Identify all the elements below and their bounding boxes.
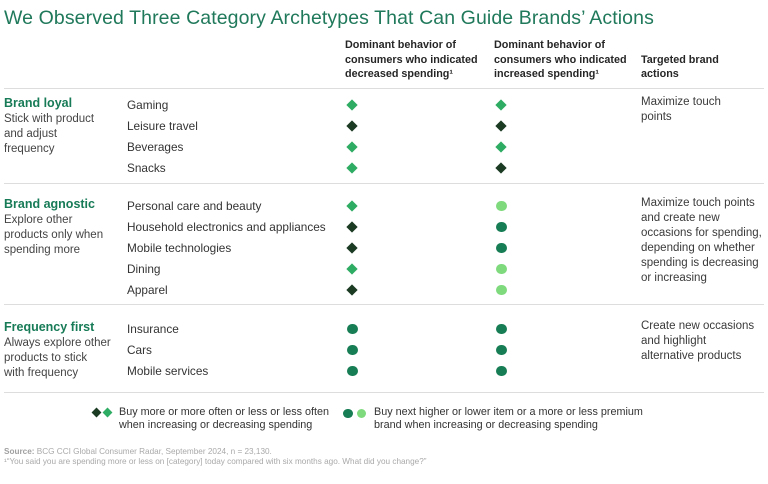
category-list: Personal care and beauty Household elect…	[127, 196, 345, 301]
marker-icon	[496, 344, 507, 356]
category-label: Insurance	[127, 321, 179, 336]
legend-item-diamonds: Buy more or more often or less or less o…	[91, 405, 330, 433]
group-brand-loyal: Brand loyal Stick with product and adjus…	[4, 89, 764, 184]
targeted-action-text: Maximize touch points and create new occ…	[641, 196, 762, 284]
targeted-action-text: Maximize touch points	[641, 95, 721, 123]
group-description: Always explore other products to stick w…	[4, 336, 111, 379]
increased-marker-column	[494, 319, 641, 382]
column-header-increased-spending: Dominant behavior of consumers who indic…	[494, 39, 627, 80]
marker-icon	[346, 263, 358, 275]
category-label: Snacks	[127, 160, 166, 175]
marker-icon	[346, 120, 358, 132]
category-label: Gaming	[127, 97, 169, 112]
group-brand-agnostic: Brand agnostic Explore other products on…	[4, 184, 764, 305]
category-label: Mobile services	[127, 363, 209, 378]
marker-icon	[495, 141, 507, 153]
increased-marker-column	[494, 196, 641, 301]
category-label: Cars	[127, 342, 152, 357]
column-header-decreased-spending: Dominant behavior of consumers who indic…	[345, 39, 478, 80]
marker-icon	[346, 162, 358, 174]
marker-icon	[346, 221, 358, 233]
legend-text: Buy next higher or lower item or a more …	[374, 405, 643, 432]
group-label-cell: Brand loyal Stick with product and adjus…	[4, 95, 127, 179]
category-label: Personal care and beauty	[127, 198, 262, 213]
group-label: Brand loyal	[4, 95, 73, 110]
category-label: Mobile technologies	[127, 240, 232, 255]
group-description: Stick with product and adjust frequency	[4, 112, 95, 155]
footnote-line: ¹“You said you are spending more or less…	[4, 456, 427, 466]
decreased-marker-column	[345, 196, 494, 301]
category-label: Leisure travel	[127, 118, 198, 133]
legend-diamond-green-icon	[102, 407, 113, 417]
column-header-row: Dominant behavior of consumers who indic…	[4, 38, 764, 89]
marker-icon	[496, 323, 507, 335]
marker-icon	[496, 284, 507, 296]
marker-icon	[496, 242, 507, 254]
marker-icon	[496, 200, 507, 212]
group-description: Explore other products only when spendin…	[4, 213, 104, 256]
group-label-cell: Brand agnostic Explore other products on…	[4, 196, 127, 301]
source-line: Source: BCG CCI Global Consumer Radar, S…	[4, 447, 764, 457]
marker-icon	[346, 200, 358, 212]
marker-icon	[496, 365, 507, 377]
group-label: Frequency first	[4, 319, 95, 334]
marker-icon	[346, 242, 358, 254]
legend-text: Buy more or more often or less or less o…	[119, 405, 330, 432]
category-label: Household electronics and appliances	[127, 219, 326, 234]
marker-icon	[496, 221, 507, 233]
marker-icon	[495, 99, 507, 111]
marker-icon	[346, 99, 358, 111]
category-label: Beverages	[127, 139, 184, 154]
source-text: BCG CCI Global Consumer Radar, September…	[34, 446, 272, 456]
legend-diamond-dark-icon	[91, 407, 102, 417]
group-label-cell: Frequency first Always explore other pro…	[4, 319, 127, 382]
marker-icon	[347, 344, 358, 356]
legend-item-circles: Buy next higher or lower item or a more …	[343, 406, 643, 433]
decreased-marker-column	[345, 319, 494, 382]
targeted-action-text: Create new occasions and highlight alter…	[641, 319, 755, 362]
legend-circle-light-icon	[356, 408, 367, 418]
marker-icon	[347, 323, 358, 335]
column-header-targeted-actions: Targeted brand actions	[641, 53, 719, 81]
group-label: Brand agnostic	[4, 196, 95, 211]
marker-icon	[495, 120, 507, 132]
header-spacer-category	[127, 38, 345, 82]
group-frequency-first: Frequency first Always explore other pro…	[4, 305, 764, 393]
legend-circle-dark-icon	[343, 408, 353, 418]
category-label: Apparel	[127, 282, 168, 297]
legend: Buy more or more often or less or less o…	[91, 405, 764, 433]
page-title: We Observed Three Category Archetypes Th…	[4, 7, 654, 29]
category-list: Gaming Leisure travel Beverages Snacks	[127, 95, 345, 179]
source-label: Source:	[4, 446, 35, 456]
category-list: Insurance Cars Mobile services	[127, 319, 345, 382]
marker-icon	[346, 284, 358, 296]
category-label: Dining	[127, 261, 161, 276]
marker-icon	[347, 365, 358, 377]
header-spacer-archetype	[4, 38, 127, 82]
source-block: Source: BCG CCI Global Consumer Radar, S…	[4, 447, 764, 467]
marker-icon	[495, 162, 507, 174]
increased-marker-column	[494, 95, 641, 179]
decreased-marker-column	[345, 95, 494, 179]
marker-icon	[496, 263, 507, 275]
marker-icon	[346, 141, 358, 153]
